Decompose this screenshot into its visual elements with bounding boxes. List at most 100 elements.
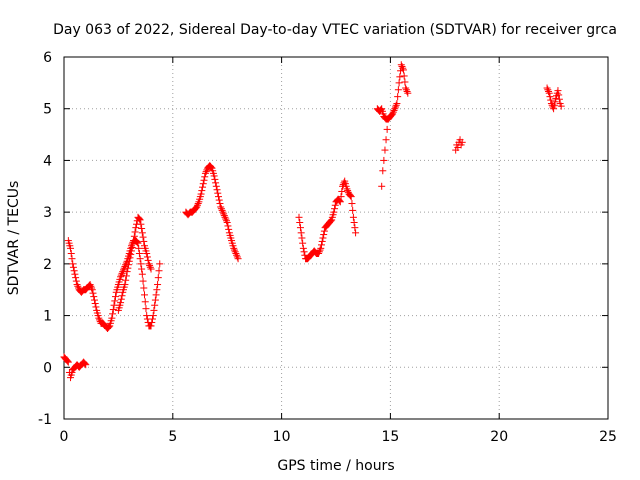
data-point <box>145 260 153 268</box>
data-point <box>148 318 156 326</box>
data-point <box>91 300 99 308</box>
data-point <box>194 200 202 208</box>
data-point <box>316 246 324 254</box>
data-point <box>64 358 72 366</box>
data-point <box>119 266 127 274</box>
data-point <box>202 168 210 176</box>
data-point <box>348 200 356 208</box>
data-point <box>222 217 230 225</box>
data-point <box>396 73 404 81</box>
data-point <box>72 274 80 282</box>
data-point <box>140 284 148 292</box>
data-point <box>201 169 209 177</box>
data-point <box>147 322 155 330</box>
data-point <box>63 356 71 364</box>
data-point <box>220 212 228 220</box>
data-point <box>201 173 209 181</box>
data-point <box>545 87 553 95</box>
data-point <box>395 79 403 87</box>
data-point <box>135 244 143 252</box>
data-point <box>146 262 154 270</box>
data-point <box>351 224 359 232</box>
data-point <box>86 281 94 289</box>
data-point <box>320 231 328 239</box>
data-point <box>137 220 145 228</box>
data-point <box>207 162 215 170</box>
data-point <box>315 248 323 256</box>
data-point <box>404 89 412 97</box>
data-point <box>137 260 145 268</box>
data-point <box>233 251 241 259</box>
data-point <box>400 72 408 80</box>
x-tick-label: 20 <box>490 429 508 445</box>
data-point <box>134 239 142 247</box>
data-point <box>142 305 150 313</box>
data-point <box>135 250 143 258</box>
data-point <box>393 100 401 108</box>
data-point <box>327 217 335 225</box>
data-point <box>133 238 141 246</box>
data-point <box>377 106 385 114</box>
data-point <box>221 213 229 221</box>
axis-ticks <box>63 56 609 420</box>
data-point <box>383 125 391 133</box>
data-point <box>211 175 219 183</box>
data-point <box>551 98 559 106</box>
data-point <box>547 100 555 108</box>
data-point <box>87 282 95 290</box>
data-point <box>320 227 328 235</box>
data-point <box>234 255 242 263</box>
data-point <box>213 186 221 194</box>
data-point <box>121 281 129 289</box>
data-point <box>295 213 303 221</box>
data-point <box>73 281 81 289</box>
x-tick-label: 25 <box>599 429 617 445</box>
y-tick-label: 5 <box>43 102 52 118</box>
data-point <box>403 87 411 95</box>
data-point <box>222 215 230 223</box>
data-point <box>402 86 410 94</box>
data-point <box>125 261 133 269</box>
data-point <box>130 237 138 245</box>
data-point <box>127 247 135 255</box>
data-point <box>299 239 307 247</box>
data-point <box>200 176 208 184</box>
data-point <box>546 93 554 101</box>
data-point <box>105 323 113 331</box>
data-point <box>154 274 162 282</box>
data-point <box>349 206 357 214</box>
data-point <box>392 101 400 109</box>
data-point <box>230 246 238 254</box>
data-point <box>216 200 224 208</box>
data-point <box>232 250 240 258</box>
data-point <box>300 248 308 256</box>
data-point <box>199 183 207 191</box>
x-axis-label: GPS time / hours <box>277 458 394 474</box>
data-point <box>326 218 334 226</box>
data-point <box>89 289 97 297</box>
x-tick-label: 10 <box>273 429 291 445</box>
data-point <box>299 244 307 252</box>
data-point <box>391 103 399 111</box>
data-point <box>136 255 144 263</box>
data-point <box>337 193 345 201</box>
data-point <box>138 229 146 237</box>
data-point <box>344 187 352 195</box>
data-point <box>118 269 126 277</box>
data-point <box>399 64 407 72</box>
data-point <box>111 293 119 301</box>
data-point <box>382 136 390 144</box>
data-point <box>390 106 398 114</box>
data-point <box>88 284 96 292</box>
data-point <box>214 193 222 201</box>
data-point <box>544 86 552 94</box>
data-point <box>108 314 116 322</box>
y-tick-label: 1 <box>43 309 52 325</box>
data-point <box>389 108 397 116</box>
y-tick-label: 3 <box>43 205 52 221</box>
data-point <box>133 237 141 245</box>
data-point <box>141 298 149 306</box>
data-point <box>543 84 551 92</box>
data-point <box>131 228 139 236</box>
